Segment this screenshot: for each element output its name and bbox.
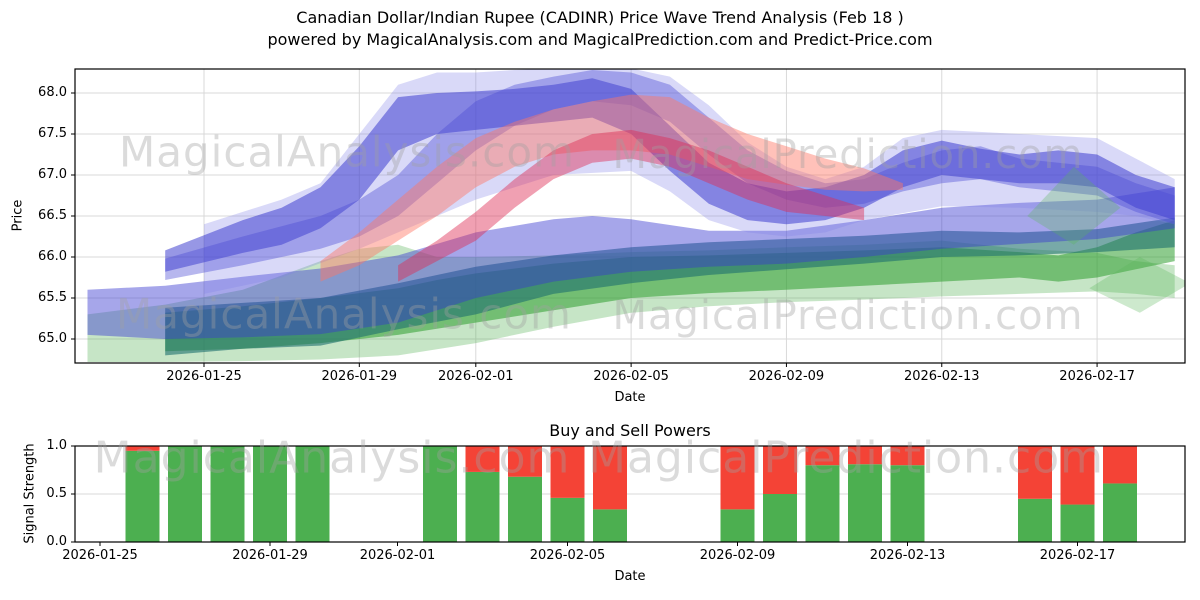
- band-blue-low-wave: [87, 187, 1175, 339]
- sell-bar: [1103, 446, 1137, 484]
- price-y-tick-label: 66.0: [38, 249, 67, 264]
- signal-x-tick-label: 2026-02-01: [359, 548, 436, 563]
- band-salmon-wave: [320, 94, 903, 282]
- buy-bar: [465, 471, 500, 542]
- signal-chart-title: Buy and Sell Powers: [549, 421, 711, 440]
- buy-bar: [890, 465, 925, 542]
- signal-x-tick-label: 2026-01-25: [62, 548, 138, 563]
- band-red-wave: [398, 129, 865, 282]
- buy-bar: [295, 446, 330, 542]
- signal-x-tick-label: 2026-02-09: [699, 548, 776, 563]
- signal-y-tick-label: 0.5: [46, 486, 67, 501]
- buy-bar: [550, 497, 585, 542]
- signal-y-axis-label: Signal Strength: [22, 443, 38, 544]
- band-teal-dark-wave: [165, 217, 1175, 356]
- buy-bar: [593, 509, 627, 542]
- sell-bar: [890, 446, 925, 466]
- sell-bar: [508, 446, 542, 477]
- signal-x-tick-label: 2026-01-29: [232, 548, 308, 563]
- buy-bar: [508, 476, 542, 542]
- sell-bar: [125, 446, 160, 451]
- buy-bar: [763, 494, 797, 542]
- sell-bar: [550, 446, 585, 498]
- buy-bar: [1018, 498, 1052, 542]
- price-x-tick-label: 2026-01-29: [321, 369, 398, 384]
- signal-x-tick-label: 2026-02-13: [869, 548, 946, 563]
- buy-bar: [253, 446, 287, 542]
- band-green-diamond-lower: [1089, 257, 1185, 313]
- buy-bar: [168, 446, 202, 542]
- sell-bar: [763, 446, 797, 494]
- price-x-axis-label: Date: [614, 390, 646, 405]
- price-y-tick-label: 65.5: [38, 290, 67, 305]
- sell-bar: [848, 446, 882, 465]
- sell-bar: [465, 446, 500, 472]
- price-y-tick-label: 66.5: [38, 208, 67, 223]
- buy-bar: [805, 465, 840, 542]
- price-x-tick-label: 2026-02-05: [593, 369, 669, 384]
- price-y-tick-label: 67.0: [38, 167, 67, 182]
- sell-bar: [1060, 446, 1095, 505]
- price-wave-chart: [71, 68, 1186, 367]
- buy-sell-powers-chart: [71, 445, 1186, 546]
- price-x-tick-label: 2026-01-25: [166, 369, 242, 384]
- price-x-tick-label: 2026-02-17: [1059, 369, 1135, 384]
- sell-bar: [720, 446, 755, 510]
- buy-bar: [848, 464, 882, 542]
- signal-x-tick-label: 2026-02-17: [1039, 548, 1116, 563]
- sell-bar: [1018, 446, 1052, 499]
- signal-x-axis-label: Date: [614, 569, 646, 584]
- chart-title-line1: Canadian Dollar/Indian Rupee (CADINR) Pr…: [296, 8, 904, 27]
- signal-x-tick-label: 2026-02-05: [529, 548, 606, 563]
- price-y-tick-label: 65.0: [38, 331, 67, 346]
- price-x-tick-label: 2026-02-01: [438, 369, 514, 384]
- sell-bar: [805, 446, 840, 466]
- buy-bar: [720, 509, 755, 542]
- buy-bar: [1060, 504, 1095, 542]
- price-x-tick-label: 2026-02-09: [748, 369, 825, 384]
- buy-bar: [423, 446, 457, 542]
- band-blue-phase-wave: [165, 70, 1175, 280]
- band-blue-main-wave: [165, 78, 1175, 272]
- band-green-diamond-upper: [1027, 166, 1121, 245]
- buy-bar: [125, 450, 160, 542]
- price-y-tick-label: 67.5: [38, 126, 67, 141]
- chart-title-line2: powered by MagicalAnalysis.com and Magic…: [267, 30, 933, 49]
- signal-y-tick-label: 1.0: [46, 438, 67, 453]
- price-y-axis-label: Price: [10, 199, 26, 232]
- price-x-tick-label: 2026-02-13: [903, 369, 980, 384]
- buy-bar: [210, 446, 245, 542]
- sell-bar: [593, 446, 627, 510]
- signal-y-tick-label: 0.0: [46, 534, 67, 549]
- buy-bar: [1103, 483, 1137, 542]
- price-y-tick-label: 68.0: [38, 85, 67, 100]
